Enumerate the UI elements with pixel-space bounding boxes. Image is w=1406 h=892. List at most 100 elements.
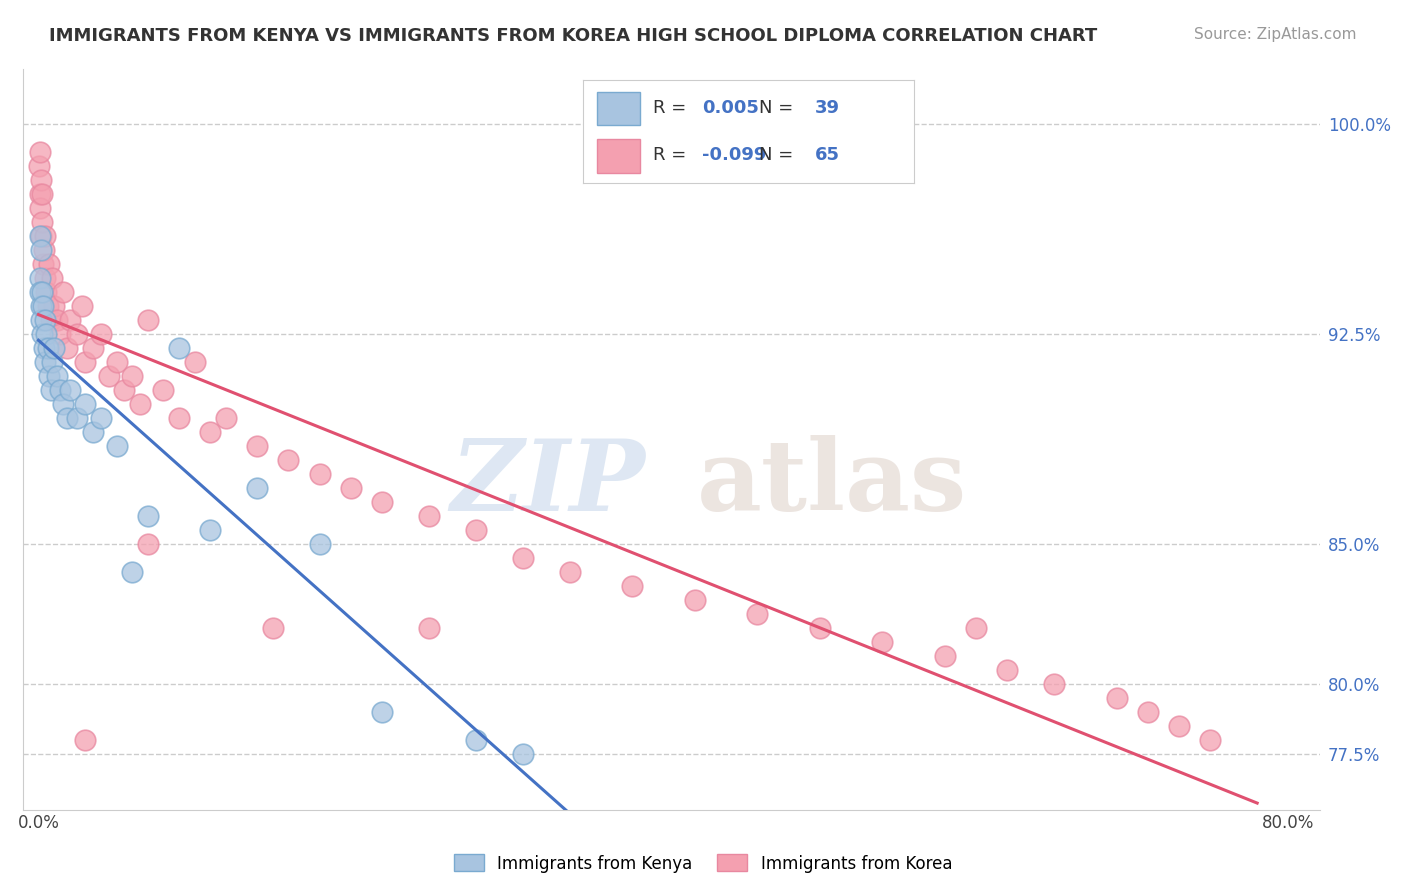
Point (246, 481, 269, 495)
Point (308, 537, 330, 551)
Point (167, 411, 190, 425)
Text: R =: R = (652, 145, 692, 163)
Point (136, 537, 159, 551)
Point (90, 411, 112, 425)
Point (55, 341, 77, 355)
Point (308, 467, 330, 481)
Point (59, 313, 82, 327)
Point (1136, 705, 1159, 719)
Point (558, 565, 581, 579)
Text: N =: N = (759, 100, 799, 118)
Point (59, 383, 82, 397)
Point (37, 341, 59, 355)
Point (512, 747, 534, 761)
Point (52, 397, 75, 411)
Point (418, 508, 440, 523)
Point (512, 550, 534, 565)
Point (41, 271, 63, 285)
Text: Source: ZipAtlas.com: Source: ZipAtlas.com (1194, 27, 1357, 42)
Point (30, 173, 52, 187)
Point (38, 257, 60, 271)
Point (277, 453, 299, 467)
Point (371, 495, 394, 509)
Point (37, 299, 59, 313)
Point (1105, 690, 1128, 705)
Point (167, 341, 190, 355)
Point (35, 327, 58, 342)
Bar (596, 139, 640, 173)
Text: N =: N = (759, 145, 799, 163)
Point (30, 299, 52, 313)
Point (621, 579, 644, 593)
Text: 0.005: 0.005 (703, 100, 759, 118)
Point (152, 383, 174, 397)
Point (55, 411, 77, 425)
Point (75, 732, 97, 747)
Text: -0.099: -0.099 (703, 145, 766, 163)
Point (747, 607, 769, 621)
Point (46, 313, 69, 327)
Text: IMMIGRANTS FROM KENYA VS IMMIGRANTS FROM KOREA HIGH SCHOOL DIPLOMA CORRELATION C: IMMIGRANTS FROM KENYA VS IMMIGRANTS FROM… (49, 27, 1098, 45)
Point (200, 425, 222, 439)
Point (52, 285, 75, 300)
Point (105, 439, 128, 453)
Point (42, 341, 65, 355)
Point (129, 397, 152, 411)
Point (49, 383, 72, 397)
Point (82, 425, 104, 439)
Point (34, 229, 56, 244)
Point (1199, 732, 1222, 747)
Point (66, 327, 89, 342)
Point (136, 508, 159, 523)
Text: ZIP: ZIP (450, 435, 645, 532)
Point (32, 244, 55, 258)
Point (34, 313, 56, 327)
Point (75, 355, 97, 369)
Point (34, 271, 56, 285)
Point (121, 369, 143, 384)
Point (574, 872, 596, 887)
Point (464, 523, 486, 537)
Bar (596, 92, 640, 126)
Point (32, 257, 55, 271)
Text: R =: R = (652, 100, 692, 118)
Text: 65: 65 (815, 145, 839, 163)
Point (31, 215, 53, 229)
Point (39, 313, 62, 327)
Point (32, 341, 55, 355)
Point (82, 341, 104, 355)
Point (934, 648, 956, 663)
Text: 39: 39 (815, 100, 839, 118)
Point (90, 327, 112, 342)
Point (35, 285, 58, 300)
Point (31, 327, 53, 342)
Point (28, 229, 51, 244)
Point (183, 355, 205, 369)
Point (808, 621, 831, 635)
Point (28, 187, 51, 202)
Point (683, 592, 706, 607)
Point (42, 299, 65, 313)
Point (28, 202, 51, 216)
Point (418, 621, 440, 635)
Point (28, 160, 51, 174)
Point (1043, 676, 1066, 690)
Point (1168, 719, 1191, 733)
Point (105, 355, 128, 369)
Point (30, 313, 52, 327)
Point (683, 845, 706, 859)
Point (49, 327, 72, 342)
Point (464, 732, 486, 747)
Point (31, 187, 53, 202)
Point (28, 271, 51, 285)
Point (121, 565, 143, 579)
Point (32, 299, 55, 313)
Point (965, 621, 987, 635)
Point (262, 621, 284, 635)
Point (215, 411, 238, 425)
Point (30, 244, 52, 258)
Point (340, 481, 363, 495)
Point (46, 369, 69, 384)
Point (136, 313, 159, 327)
Legend: Immigrants from Kenya, Immigrants from Korea: Immigrants from Kenya, Immigrants from K… (447, 847, 959, 880)
